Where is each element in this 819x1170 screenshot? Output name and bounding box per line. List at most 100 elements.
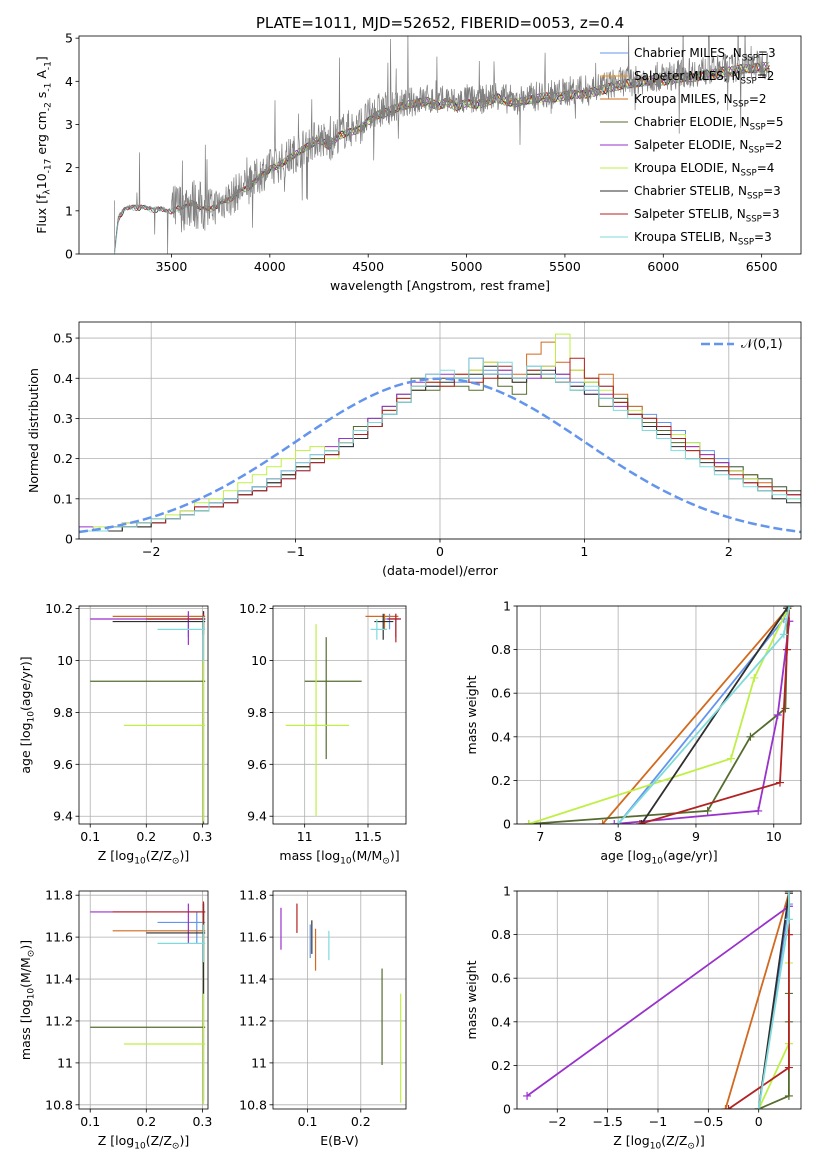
plot-area-5	[90, 901, 206, 1105]
y-tick-label: 5	[65, 31, 73, 46]
y-tick-label: 11.6	[45, 930, 73, 945]
y-tick-label: 0	[65, 247, 73, 262]
x-tick-label: 0.2	[136, 829, 156, 844]
y-tick-label: 0	[503, 1102, 511, 1117]
x-axis-label: Z [log10(Z/Z⊙)]	[613, 1133, 704, 1152]
plot-area-2	[90, 611, 206, 824]
y-tick-label: 0	[503, 817, 511, 832]
x-tick-label: 5500	[549, 259, 581, 274]
mass-weight-line	[614, 621, 791, 824]
mass-weight-marker	[754, 1105, 763, 1109]
x-tick-label: 5000	[451, 259, 483, 274]
x-axis-label: mass [log10(M/M⊙)]	[279, 848, 399, 867]
axes-frame	[516, 605, 802, 825]
legend-label: 𝒩(0,1)	[741, 336, 783, 351]
mass-weight-marker	[773, 711, 782, 719]
y-tick-label: 11	[251, 1055, 267, 1070]
y-tick-label: 9.8	[247, 705, 267, 720]
x-tick-label: −0.5	[693, 1114, 723, 1129]
y-tick-label: 10.8	[45, 1097, 73, 1112]
y-tick-label: 11.4	[239, 972, 267, 987]
mass-weight-marker	[775, 778, 784, 787]
histogram-step	[79, 341, 801, 539]
x-tick-label: 8	[614, 829, 622, 844]
y-tick-label: 10	[251, 653, 267, 668]
axes-frame	[78, 890, 209, 1110]
histogram-step	[79, 357, 801, 539]
axes-5: 0.1 0.2 0.3 10.8 11 11.2 11.4 11.6 11.8 Z [log10(…	[18, 888, 212, 1152]
y-axis-label: mass weight	[464, 960, 479, 1039]
mass-weight-marker	[721, 1105, 730, 1109]
x-tick-label: 6500	[746, 259, 778, 274]
histogram-step	[79, 333, 801, 539]
x-tick-label: −1.5	[592, 1114, 622, 1129]
y-tick-label: 0.6	[491, 686, 511, 701]
y-tick-label: 11.6	[239, 930, 267, 945]
y-tick-label: 10.8	[239, 1097, 267, 1112]
x-tick-label: 0	[755, 1114, 763, 1129]
axes-frame	[516, 890, 802, 1110]
mass-weight-marker	[523, 1091, 532, 1100]
mass-weight-marker	[598, 820, 607, 824]
axes-frame	[272, 605, 407, 825]
y-tick-label: 11.8	[45, 888, 73, 903]
mass-weight-marker	[784, 915, 793, 924]
plot-area-4	[524, 606, 794, 824]
x-tick-label: 1	[580, 544, 588, 559]
x-tick-label: 0.2	[351, 1114, 371, 1129]
mass-weight-marker	[779, 630, 788, 639]
mass-weight-marker	[750, 673, 759, 682]
y-axis-label: Normed distribution	[26, 368, 41, 493]
mass-weight-marker	[614, 820, 623, 824]
mass-weight-marker	[746, 732, 755, 741]
x-tick-label: 2	[725, 544, 733, 559]
y-axis-label: mass [log10(M/M⊙)]	[18, 940, 37, 1060]
x-axis-label: Z [log10(Z/Z⊙)]	[98, 1133, 189, 1152]
mass-weight-marker	[726, 754, 735, 763]
histogram-step	[79, 357, 801, 539]
x-tick-label: 0.1	[80, 1114, 100, 1129]
plot-area-1	[79, 333, 801, 539]
y-tick-label: 0.8	[491, 927, 511, 942]
mass-weight-line	[528, 606, 791, 824]
x-axis-label: (data-model)/error	[382, 563, 499, 578]
y-tick-label: 9.6	[247, 757, 267, 772]
y-tick-label: 0.2	[491, 1058, 511, 1073]
mass-weight-marker	[784, 1091, 793, 1100]
x-tick-label: 6000	[647, 259, 679, 274]
x-tick-label: 11	[297, 829, 313, 844]
y-tick-label: 11.8	[239, 888, 267, 903]
axes-3: 11 11.5 9.4 9.6 9.8 10 10.2 mass [log10(M/M⊙)]	[239, 601, 407, 867]
y-tick-label: 11.4	[45, 972, 73, 987]
chart-title: PLATE=1011, MJD=52652, FIBERID=0053, z=0…	[256, 14, 624, 32]
x-axis-label: age [log10(age/yr)]	[600, 848, 717, 867]
x-tick-label: 10	[766, 829, 782, 844]
plot-area-3	[285, 613, 401, 817]
x-tick-label: 0	[436, 544, 444, 559]
mass-weight-marker	[784, 891, 793, 895]
y-tick-label: 9.6	[53, 757, 73, 772]
mass-weight-line	[724, 891, 790, 1109]
y-tick-label: 10.2	[45, 601, 73, 616]
y-tick-label: 0.4	[53, 371, 73, 386]
y-tick-label: 9.4	[247, 809, 267, 824]
x-tick-label: 0.2	[136, 1114, 156, 1129]
y-tick-label: 3	[65, 117, 73, 132]
x-tick-label: 0.3	[192, 1114, 212, 1129]
y-axis-label: Flux [fλ10-17 erg cm-2 s-1 A-1]	[34, 56, 54, 234]
x-tick-label: 9	[692, 829, 700, 844]
legend-label: Chabrier MILES, NSSP=3	[634, 46, 776, 64]
x-tick-label: 4000	[254, 259, 286, 274]
legend-label: Salpeter ELODIE, NSSP=2	[634, 138, 782, 156]
x-tick-label: −2	[548, 1114, 566, 1129]
plot-area-6	[280, 903, 402, 1103]
mass-weight-marker	[782, 645, 791, 654]
y-tick-label: 0.2	[53, 451, 73, 466]
x-tick-label: 3500	[156, 259, 188, 274]
legend-label: Kroupa ELODIE, NSSP=4	[634, 161, 774, 179]
axes-4: 7 8 9 10 0 0.2 0.4 0.6 0.8 1 age [log10(age/yr)] ma…	[464, 599, 802, 867]
y-tick-label: 10.2	[239, 601, 267, 616]
y-tick-label: 0.4	[491, 729, 511, 744]
y-tick-label: 0.3	[53, 411, 73, 426]
y-tick-label: 0.4	[491, 1014, 511, 1029]
